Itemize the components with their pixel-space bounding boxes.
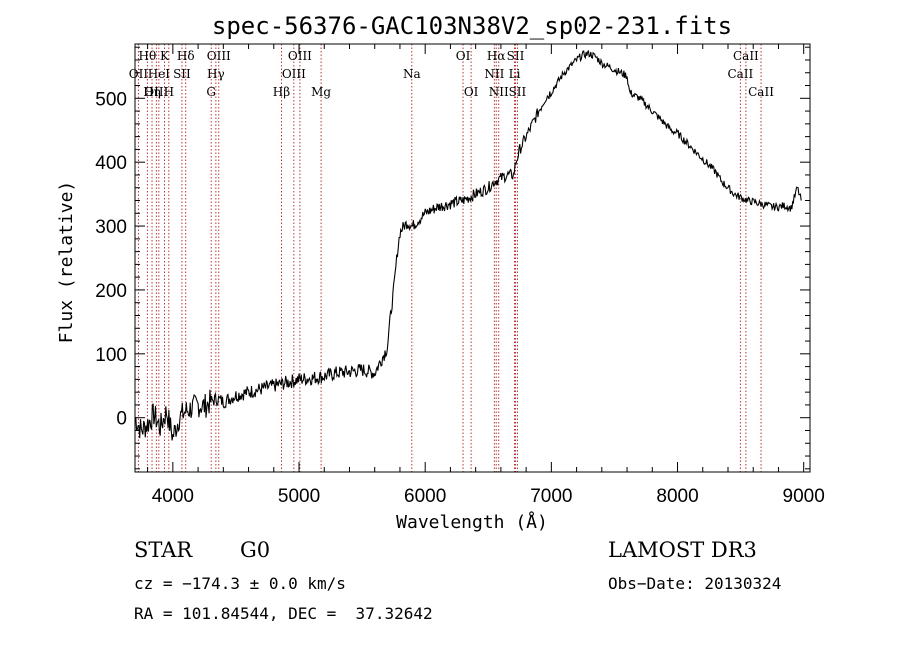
y-axis-ticks: 0 100 200 300 400 500 xyxy=(95,46,810,470)
line-label-18: OI xyxy=(464,85,479,99)
survey-name: LAMOST DR3 xyxy=(608,538,757,562)
y-tick-label-2: 200 xyxy=(95,281,127,302)
x-tick-label-4: 8000 xyxy=(656,486,698,507)
line-label-0: Hθ xyxy=(139,49,157,63)
redshift-velocity: cz = −174.3 ± 0.0 km/s xyxy=(134,574,346,593)
y-axis-label: Flux (relative) xyxy=(56,181,77,344)
line-label-24: SII xyxy=(509,85,527,99)
plot-frame xyxy=(134,43,811,473)
y-tick-label-4: 400 xyxy=(95,153,127,174)
line-label-21: NII xyxy=(489,85,509,99)
line-label-4: HeI xyxy=(148,67,171,81)
line-label-8: Hδ xyxy=(177,49,195,63)
line-label-14: OIII xyxy=(288,49,312,63)
x-tick-label-2: 6000 xyxy=(404,486,446,507)
y-tick-label-1: 100 xyxy=(95,345,127,366)
x-tick-label-5: 9000 xyxy=(783,486,825,507)
line-label-10: Hγ xyxy=(207,67,225,81)
x-axis-label: Wavelength (Å) xyxy=(396,511,548,533)
object-subclass: G0 xyxy=(240,538,271,562)
line-label-25: CaII xyxy=(727,67,753,81)
line-label-22: Li xyxy=(509,67,521,81)
y-tick-label-5: 500 xyxy=(95,89,127,110)
line-label-13: OIII xyxy=(282,67,306,81)
line-label-3: OIII xyxy=(144,85,168,99)
observation-date: Obs−Date: 20130324 xyxy=(608,574,782,593)
line-label-12: Hβ xyxy=(273,85,290,99)
line-label-5: K xyxy=(160,49,170,63)
line-label-19: NII xyxy=(484,67,504,81)
line-label-15: Mg xyxy=(311,85,331,99)
line-label-17: OI xyxy=(456,49,471,63)
line-label-20: Hα xyxy=(487,49,506,63)
line-label-9: G xyxy=(206,85,216,99)
coordinates: RA = 101.84544, DEC = 37.32642 xyxy=(134,604,433,623)
line-label-27: CaII xyxy=(748,85,774,99)
line-label-26: CaII xyxy=(733,49,759,63)
spectrum-line xyxy=(134,50,802,441)
y-tick-label-3: 300 xyxy=(95,217,127,238)
line-label-16: Na xyxy=(403,67,421,81)
line-label-11: OIII xyxy=(207,49,231,63)
x-tick-label-1: 5000 xyxy=(278,486,320,507)
y-tick-label-0: 0 xyxy=(116,409,127,430)
line-label-6: H xyxy=(164,85,174,99)
line-label-23: SII xyxy=(507,49,525,63)
spectral-line-labels: Hθ Hη OII OIII HeI K H SII Hδ G Hγ OIII Hβ OIII OIII Mg… xyxy=(129,49,774,99)
x-tick-label-3: 7000 xyxy=(530,486,572,507)
chart-title: spec-56376-GAC103N38V2_sp02-231.fits xyxy=(212,12,732,40)
line-label-1: Hη xyxy=(143,85,161,99)
x-axis-ticks: 4000 5000 6000 7000 8000 9000 xyxy=(147,44,825,507)
line-label-2: OII xyxy=(129,67,149,81)
spectral-line-markers xyxy=(137,44,762,472)
x-tick-label-0: 4000 xyxy=(152,486,194,507)
object-class: STAR xyxy=(134,538,193,562)
line-label-7: SII xyxy=(173,67,191,81)
